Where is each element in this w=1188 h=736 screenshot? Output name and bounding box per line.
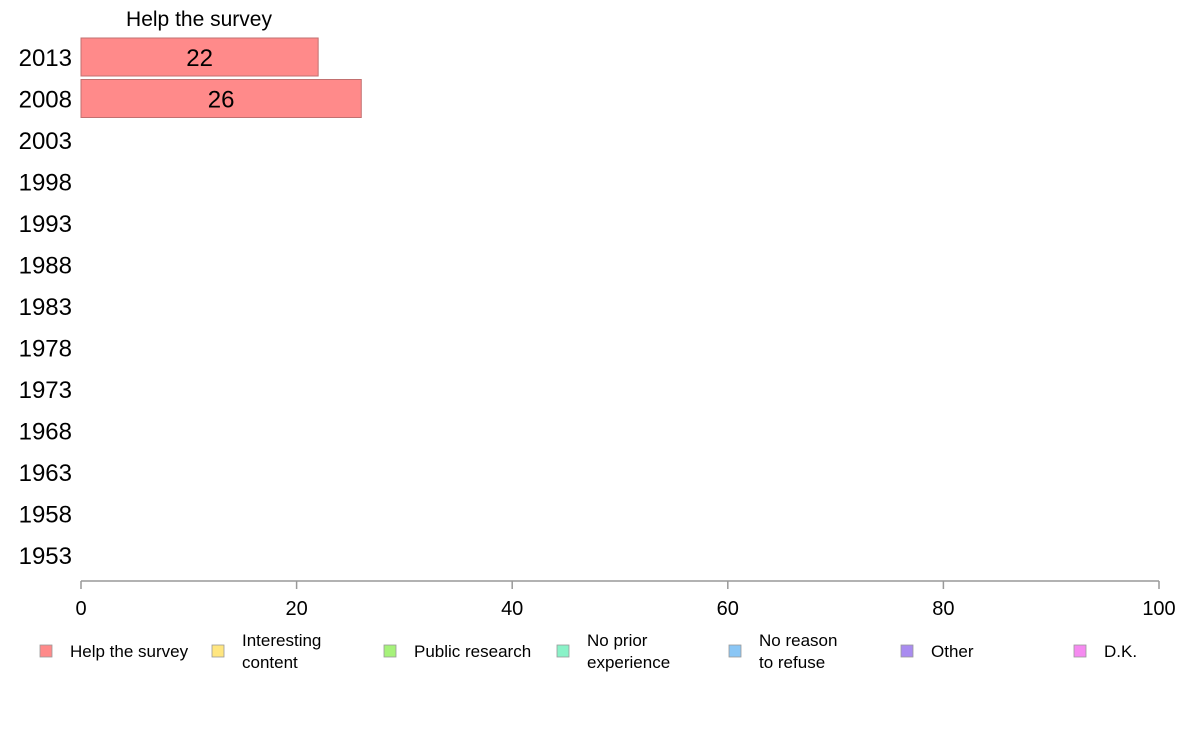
category-label: 1953 [19, 543, 72, 570]
bars: 22 26 [80, 37, 362, 118]
legend: Help the survey Interesting content Public … [39, 631, 1137, 672]
legend-label: Public research [414, 642, 531, 661]
category-label: 1998 [19, 170, 72, 197]
legend-label: No reason [759, 631, 837, 650]
category-label: 1978 [19, 336, 72, 363]
legend-item: D.K. [1073, 642, 1137, 661]
legend-swatch [39, 644, 53, 658]
legend-label: to refuse [759, 653, 825, 672]
legend-label: No prior [587, 631, 648, 650]
legend-item: Public research [383, 642, 531, 661]
x-tick-label: 60 [717, 598, 739, 620]
category-label: 1958 [19, 502, 72, 529]
legend-label: Help the survey [70, 642, 189, 661]
legend-label: Other [931, 642, 974, 661]
legend-swatch [556, 644, 570, 658]
legend-swatch [728, 644, 742, 658]
bar-value-label: 22 [186, 45, 213, 72]
x-tick-label: 20 [285, 598, 307, 620]
category-label: 1993 [19, 211, 72, 238]
category-label: 2013 [19, 45, 72, 72]
legend-item: No prior experience [556, 631, 670, 672]
x-axis: 0 20 40 60 80 100 [75, 580, 1176, 620]
category-labels: 2013 2008 2003 1998 1993 1988 1983 1978 1973 1968… [19, 45, 72, 570]
legend-swatch [211, 644, 225, 658]
x-tick-label: 100 [1142, 598, 1175, 620]
category-label: 1963 [19, 460, 72, 487]
legend-swatch [900, 644, 914, 658]
bar [80, 79, 362, 118]
category-label: 1968 [19, 419, 72, 446]
x-tick-label: 0 [75, 598, 86, 620]
bar [80, 37, 319, 77]
category-label: 2003 [19, 128, 72, 155]
legend-label: content [242, 653, 298, 672]
legend-item: No reason to refuse [728, 631, 837, 672]
legend-swatch [383, 644, 397, 658]
x-tick-label: 40 [501, 598, 523, 620]
x-tick-label: 80 [932, 598, 954, 620]
legend-label: experience [587, 653, 670, 672]
legend-item: Help the survey [39, 642, 189, 661]
legend-label: Interesting [242, 631, 321, 650]
legend-item: Interesting content [211, 631, 321, 672]
legend-label: D.K. [1104, 642, 1137, 661]
bar-value-label: 26 [208, 87, 235, 114]
category-label: 1973 [19, 377, 72, 404]
legend-swatch [1073, 644, 1087, 658]
category-label: 1983 [19, 294, 72, 321]
category-label: 2008 [19, 87, 72, 114]
category-label: 1988 [19, 253, 72, 280]
legend-item: Other [900, 642, 974, 661]
series-title: Help the survey [126, 8, 272, 31]
